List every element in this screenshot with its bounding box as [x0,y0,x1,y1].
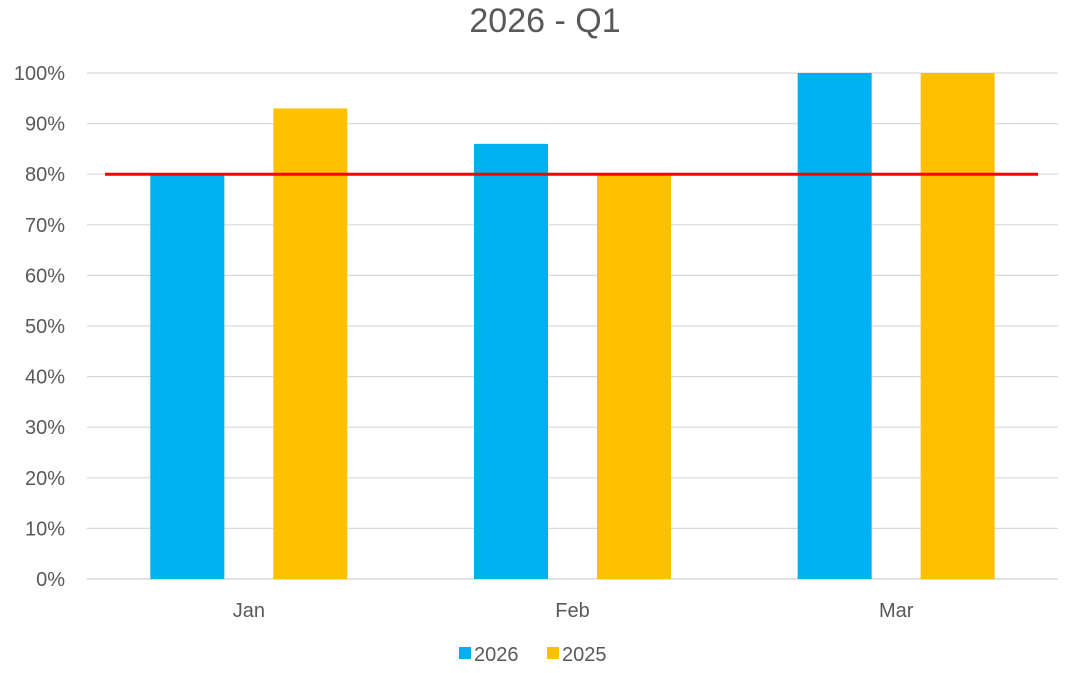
y-tick-label: 40% [25,367,65,389]
y-tick-label: 100% [14,63,65,85]
y-tick-label: 0% [36,569,65,591]
legend: 2026 2025 [459,644,607,666]
y-tick-label: 80% [25,164,65,186]
legend-label: 2026 [474,644,519,666]
legend-label: 2025 [562,644,607,666]
y-tick-label: 20% [25,468,65,490]
chart-title: 2026 - Q1 [469,2,621,40]
bar-2025-Feb [597,174,671,579]
y-tick-label: 10% [25,518,65,540]
y-tick-label: 90% [25,114,65,136]
gridlines [87,72,1058,580]
legend-swatch [547,647,559,659]
y-tick-label: 30% [25,417,65,439]
y-tick-label: 50% [25,316,65,338]
bar-2026-Jan [150,174,225,579]
x-tick-label: Mar [879,600,914,622]
x-tick-label: Feb [555,600,589,622]
y-axis-tick-labels: 0% 10% 20% 30% 40% 50% 60% 70% 80% 90% 100% [14,63,65,591]
legend-swatch [459,647,471,659]
bar-2026-Feb [474,143,548,579]
x-axis-tick-labels: Jan Feb Mar [233,600,914,622]
bars [150,73,995,580]
y-tick-label: 60% [25,265,65,287]
x-tick-label: Jan [233,600,265,622]
bar-2025-Jan [273,108,348,580]
bar-2025-Mar [920,73,995,579]
bar-2026-Mar [797,73,872,579]
y-tick-label: 70% [25,215,65,237]
